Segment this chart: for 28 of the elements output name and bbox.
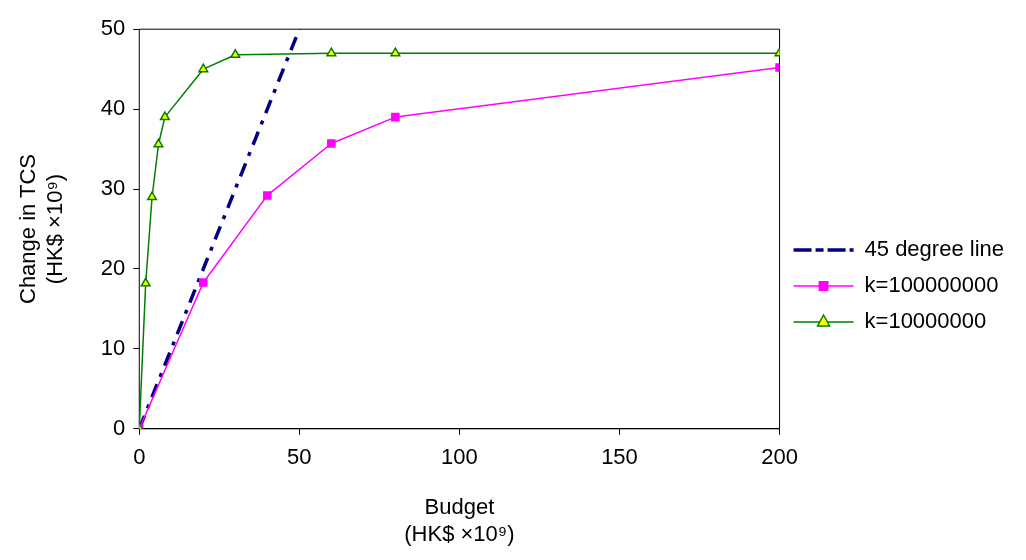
legend-label: k=100000000 xyxy=(864,272,999,298)
y-tick-label: 30 xyxy=(100,175,126,201)
x-tick-label: 200 xyxy=(761,444,798,470)
x-tick-label: 50 xyxy=(287,444,312,470)
point xyxy=(159,111,170,121)
point xyxy=(230,49,241,59)
point xyxy=(198,63,209,73)
legend-label: 45 degree line xyxy=(864,236,1005,262)
point xyxy=(391,112,400,122)
x-tick-label: 150 xyxy=(601,444,638,470)
x-tick-label: 100 xyxy=(441,444,478,470)
x-tick-label: 0 xyxy=(133,444,146,470)
legend-label: k=10000000 xyxy=(864,308,987,334)
y-tick-label: 50 xyxy=(100,15,126,41)
point xyxy=(140,277,151,287)
y-tick-label: 20 xyxy=(100,255,126,281)
y-tick-label: 40 xyxy=(100,95,126,121)
point xyxy=(327,139,336,148)
point xyxy=(326,47,337,57)
y-axis-title: Change in TCS (HK$ ×10⁹) xyxy=(15,153,67,305)
point xyxy=(263,191,272,200)
y-tick-label: 10 xyxy=(100,334,126,360)
x-axis-title: Budget (HK$ ×10⁹) xyxy=(404,494,515,546)
point xyxy=(147,191,158,201)
point xyxy=(390,47,401,57)
point xyxy=(199,278,208,287)
y-tick-label: 0 xyxy=(113,414,126,440)
point xyxy=(153,138,164,148)
